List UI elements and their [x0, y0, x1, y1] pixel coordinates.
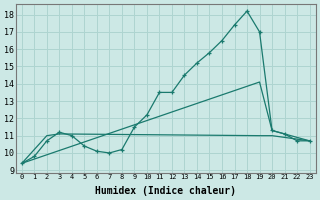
- X-axis label: Humidex (Indice chaleur): Humidex (Indice chaleur): [95, 186, 236, 196]
